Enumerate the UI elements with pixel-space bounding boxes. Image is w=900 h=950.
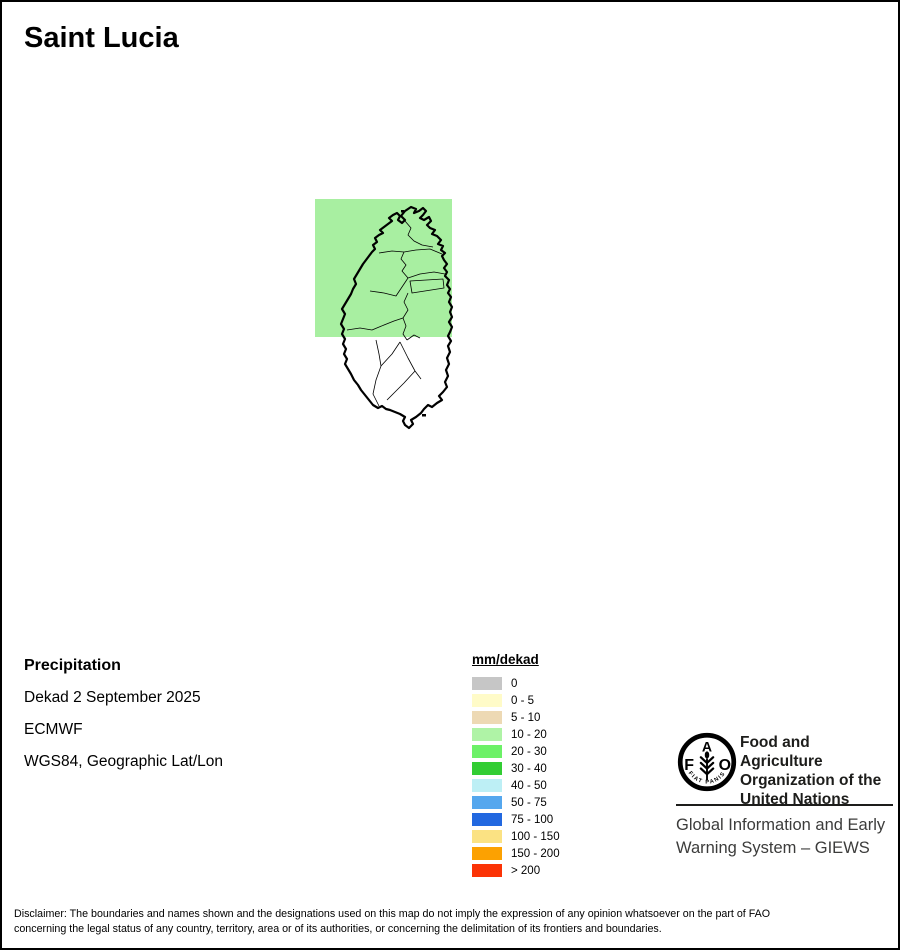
legend-item: 75 - 100: [472, 811, 560, 828]
legend-items: 0 0 - 5 5 - 10 10 - 20 20 - 30 30 - 40 40 - 50…: [472, 675, 560, 879]
fao-letter-f: F: [684, 757, 694, 774]
legend-item: 10 - 20: [472, 726, 560, 743]
fao-org-line-2: Organization of the: [740, 772, 882, 789]
legend-item: 50 - 75: [472, 794, 560, 811]
legend-swatch: [472, 728, 502, 741]
legend-swatch: [472, 677, 502, 690]
page-title: Saint Lucia: [24, 22, 179, 54]
legend-item-label: 150 - 200: [511, 847, 560, 860]
legend-item: 100 - 150: [472, 828, 560, 845]
legend-item-label: 30 - 40: [511, 762, 547, 775]
saint-lucia-map: [315, 199, 454, 430]
legend-item-label: 20 - 30: [511, 745, 547, 758]
legend-swatch: [472, 813, 502, 826]
info-heading: Precipitation: [24, 657, 121, 674]
legend-swatch: [472, 830, 502, 843]
legend-item-label: 40 - 50: [511, 779, 547, 792]
legend-item: 20 - 30: [472, 743, 560, 760]
legend-swatch: [472, 711, 502, 724]
islet-north: [401, 210, 404, 213]
legend-swatch: [472, 745, 502, 758]
legend-item-label: 0: [511, 677, 518, 690]
legend-item-label: 10 - 20: [511, 728, 547, 741]
legend-swatch: [472, 762, 502, 775]
legend-item: 150 - 200: [472, 845, 560, 862]
legend-swatch: [472, 779, 502, 792]
legend-item-label: 50 - 75: [511, 796, 547, 809]
fao-divider: [676, 804, 893, 806]
map-info-block: Precipitation Dekad 2 September 2025 ECM…: [24, 657, 223, 785]
legend-item: 0: [472, 675, 560, 692]
legend-item: 30 - 40: [472, 760, 560, 777]
legend-item-label: > 200: [511, 864, 541, 877]
info-projection: WGS84, Geographic Lat/Lon: [24, 753, 224, 770]
fao-logo-icon: F A O FIAT PANIS: [677, 732, 737, 792]
legend-swatch: [472, 847, 502, 860]
legend-item-label: 0 - 5: [511, 694, 535, 707]
fao-letter-o: O: [719, 757, 731, 774]
coastline: [339, 205, 454, 430]
fao-block: F A O FIAT PANIS Food and Agriculture Or…: [676, 729, 896, 860]
giews-label: Global Information and Early Warning Sys…: [676, 814, 896, 860]
fao-header: F A O FIAT PANIS Food and Agriculture Or…: [676, 729, 896, 808]
fao-org-name: Food and Agriculture Organization of the…: [740, 733, 896, 809]
info-source: ECMWF: [24, 721, 83, 738]
legend-item-label: 5 - 10: [511, 711, 541, 724]
legend-title: mm/dekad: [472, 652, 539, 667]
wheat-ear-icon: [699, 751, 715, 781]
fao-org-line-1: Food and Agriculture: [740, 734, 823, 770]
legend-item: 5 - 10: [472, 709, 560, 726]
legend-item-label: 100 - 150: [511, 830, 560, 843]
legend-swatch: [472, 864, 502, 877]
legend-swatch: [472, 694, 502, 707]
legend-item: 0 - 5: [472, 692, 560, 709]
legend-item-label: 75 - 100: [511, 813, 554, 826]
giews-line-1: Global Information and Early: [676, 816, 886, 834]
giews-line-2: Warning System – GIEWS: [676, 839, 870, 857]
islet-southeast: [422, 414, 426, 417]
district-boundaries: [346, 220, 446, 407]
legend-item: 40 - 50: [472, 777, 560, 794]
disclaimer-line-1: Disclaimer: The boundaries and names sho…: [14, 908, 771, 920]
fao-letter-a: A: [702, 739, 712, 755]
legend: mm/dekad 0 0 - 5 5 - 10 10 - 20 20 - 30 30 - …: [472, 652, 560, 879]
legend-item: > 200: [472, 862, 560, 879]
disclaimer-line-2: concerning the legal status of any count…: [14, 922, 662, 935]
fao-org-line-3: United Nations: [740, 791, 850, 808]
legend-swatch: [472, 796, 502, 809]
disclaimer: Disclaimer: The boundaries and names sho…: [14, 907, 894, 936]
info-dekad: Dekad 2 September 2025: [24, 689, 201, 706]
